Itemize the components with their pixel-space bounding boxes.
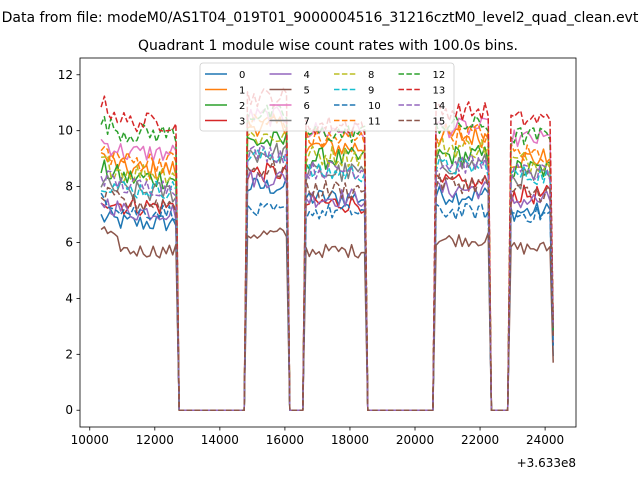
y-tick-label: 4 — [65, 291, 73, 305]
x-tick-label: 14000 — [201, 433, 239, 447]
legend-label-3: 3 — [239, 117, 245, 128]
series-line-7 — [100, 142, 554, 411]
x-tick-label: 10000 — [71, 433, 109, 447]
legend-label-11: 11 — [368, 117, 381, 128]
legend-label-15: 15 — [433, 117, 446, 128]
legend-label-0: 0 — [239, 70, 245, 81]
legend-label-8: 8 — [368, 70, 374, 81]
x-offset-label: +3.633e8 — [517, 456, 576, 470]
y-tick-label: 2 — [65, 347, 73, 361]
legend-box — [199, 62, 455, 132]
series-lines — [100, 87, 554, 411]
legend-label-7: 7 — [304, 117, 310, 128]
legend-label-2: 2 — [239, 101, 245, 112]
legend-label-10: 10 — [368, 101, 381, 112]
x-tick-label: 24000 — [526, 433, 564, 447]
y-tick-label: 8 — [65, 180, 73, 194]
legend-label-4: 4 — [304, 70, 310, 81]
chart-title: Quadrant 1 module wise count rates with … — [138, 38, 518, 54]
y-tick-label: 6 — [65, 236, 73, 250]
legend-label-14: 14 — [433, 101, 446, 112]
x-tick-label: 22000 — [461, 433, 499, 447]
plot-area: 10000 12000 14000 16000 18000 20000 22000 24000… — [58, 57, 577, 447]
legend-label-9: 9 — [368, 86, 374, 97]
x-tick-label: 12000 — [136, 433, 174, 447]
y-tick-label: 0 — [65, 403, 73, 417]
series-line-12 — [100, 103, 554, 411]
x-tick-label: 16000 — [266, 433, 304, 447]
x-tick-label: 20000 — [396, 433, 434, 447]
series-line-5 — [100, 226, 554, 411]
chart-suptitle: Data from file: modeM0/AS1T04_019T01_900… — [2, 10, 639, 26]
y-tick-label: 12 — [58, 68, 73, 82]
legend-label-1: 1 — [239, 86, 245, 97]
legend-label-6: 6 — [304, 101, 310, 112]
series-line-15 — [100, 160, 554, 411]
y-tick-label: 10 — [58, 124, 73, 138]
series-line-11 — [100, 113, 554, 411]
legend-label-12: 12 — [433, 70, 446, 81]
x-tick-label: 18000 — [331, 433, 369, 447]
legend-label-13: 13 — [433, 86, 446, 97]
series-line-8 — [101, 126, 554, 411]
legend-label-5: 5 — [304, 86, 310, 97]
